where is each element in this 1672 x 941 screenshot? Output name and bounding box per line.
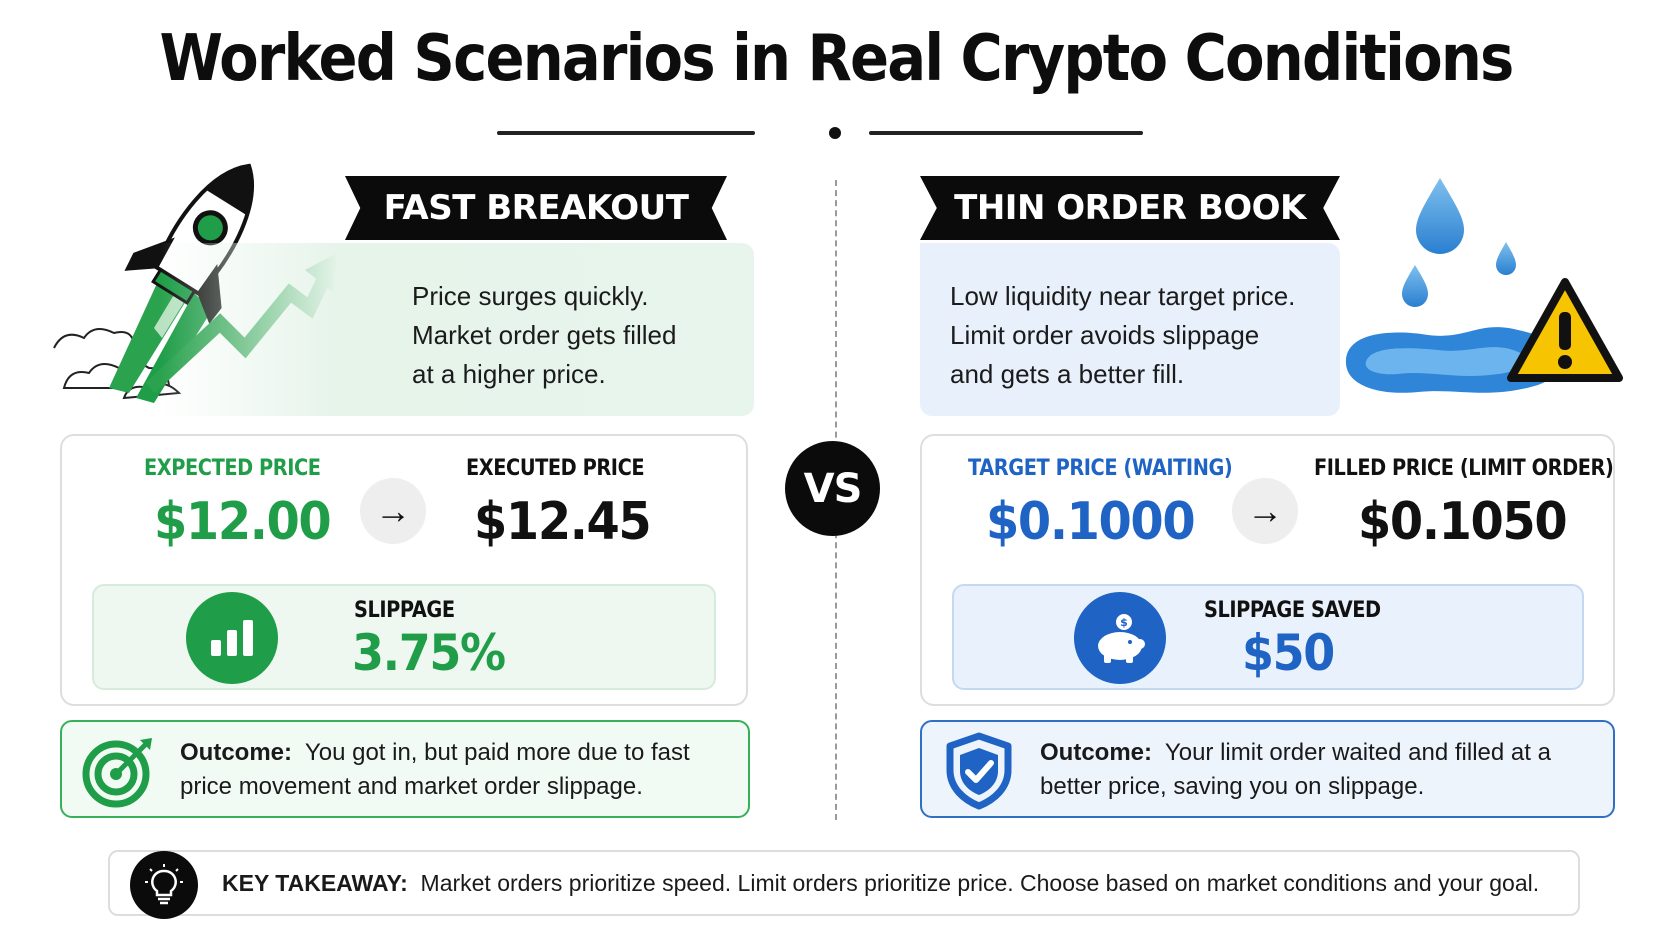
expected-price-label: EXPECTED PRICE — [144, 456, 321, 481]
fast-breakout-outcome: Outcome: You got in, but paid more due t… — [60, 720, 750, 818]
description-line: Limit order avoids slippage — [950, 320, 1260, 350]
description-line: Price surges quickly. — [412, 281, 649, 311]
title-rule-right — [869, 131, 1143, 135]
banner-thin-order-book: THIN ORDER BOOK — [920, 176, 1340, 240]
outcome-line: Your limit order waited and filled at a — [1164, 739, 1551, 766]
warning-icon — [1507, 278, 1623, 382]
description-line: Market order gets filled — [412, 320, 677, 350]
key-takeaway-text: KEY TAKEAWAY: Market orders prioritize s… — [222, 870, 1539, 897]
title-rule-left — [497, 131, 755, 135]
target-icon — [82, 738, 152, 808]
vs-badge: VS — [785, 441, 880, 536]
slippage-value: 3.75% — [352, 624, 506, 682]
thin-order-book-outcome: Outcome: Your limit order waited and fil… — [920, 720, 1615, 818]
arrow-right-icon: → — [360, 478, 426, 544]
target-price-label: TARGET PRICE (WAITING) — [968, 456, 1233, 481]
outcome-label: Outcome: — [1040, 739, 1153, 766]
shield-check-icon — [946, 732, 1012, 810]
outcome-line: price movement and market order slippage… — [180, 773, 643, 800]
fast-breakout-price-card: EXPECTED PRICE $12.00 → EXECUTED PRICE $… — [60, 434, 748, 706]
outcome-line: You got in, but paid more due to fast — [304, 739, 690, 766]
outcome-text: Outcome: You got in, but paid more due t… — [180, 736, 690, 804]
fast-breakout-description: Price surges quickly. Market order gets … — [160, 243, 754, 416]
page-title: Worked Scenarios in Real Crypto Conditio… — [159, 22, 1514, 96]
key-takeaway-label: KEY TAKEAWAY: — [222, 870, 408, 896]
expected-price-value: $12.00 — [154, 492, 332, 552]
description-line: Low liquidity near target price. — [950, 281, 1296, 311]
description-line: and gets a better fill. — [950, 359, 1185, 389]
slippage-saved-box: $ SLIPPAGE SAVED $50 — [952, 584, 1584, 690]
key-takeaway-body: Market orders prioritize speed. Limit or… — [420, 870, 1540, 896]
outcome-text: Outcome: Your limit order waited and fil… — [1040, 736, 1551, 804]
target-price-value: $0.1000 — [986, 492, 1196, 552]
thin-order-book-price-card: TARGET PRICE (WAITING) $0.1000 → FILLED … — [920, 434, 1615, 706]
executed-price-value: $12.45 — [474, 492, 652, 552]
slippage-label: SLIPPAGE — [354, 598, 455, 623]
slippage-saved-value: $50 — [1242, 624, 1335, 682]
outcome-line: better price, saving you on slippage. — [1040, 773, 1425, 800]
slippage-saved-label: SLIPPAGE SAVED — [1204, 598, 1381, 623]
outcome-label: Outcome: — [180, 739, 293, 766]
filled-price-value: $0.1050 — [1358, 492, 1568, 552]
arrow-right-icon: → — [1232, 478, 1298, 544]
title-dot — [829, 127, 841, 139]
thin-order-book-description: Low liquidity near target price. Limit o… — [920, 243, 1340, 416]
slippage-box: SLIPPAGE 3.75% — [92, 584, 716, 690]
description-line: at a higher price. — [412, 359, 606, 389]
svg-text:$: $ — [1120, 616, 1128, 629]
piggy-bank-icon: $ — [1074, 592, 1166, 684]
banner-fast-breakout: FAST BREAKOUT — [345, 176, 727, 240]
executed-price-label: EXECUTED PRICE — [466, 456, 645, 481]
bar-chart-icon — [186, 592, 278, 684]
key-takeaway-bar: KEY TAKEAWAY: Market orders prioritize s… — [108, 850, 1580, 919]
filled-price-label: FILLED PRICE (LIMIT ORDER) — [1314, 456, 1614, 481]
lightbulb-icon — [130, 851, 198, 919]
